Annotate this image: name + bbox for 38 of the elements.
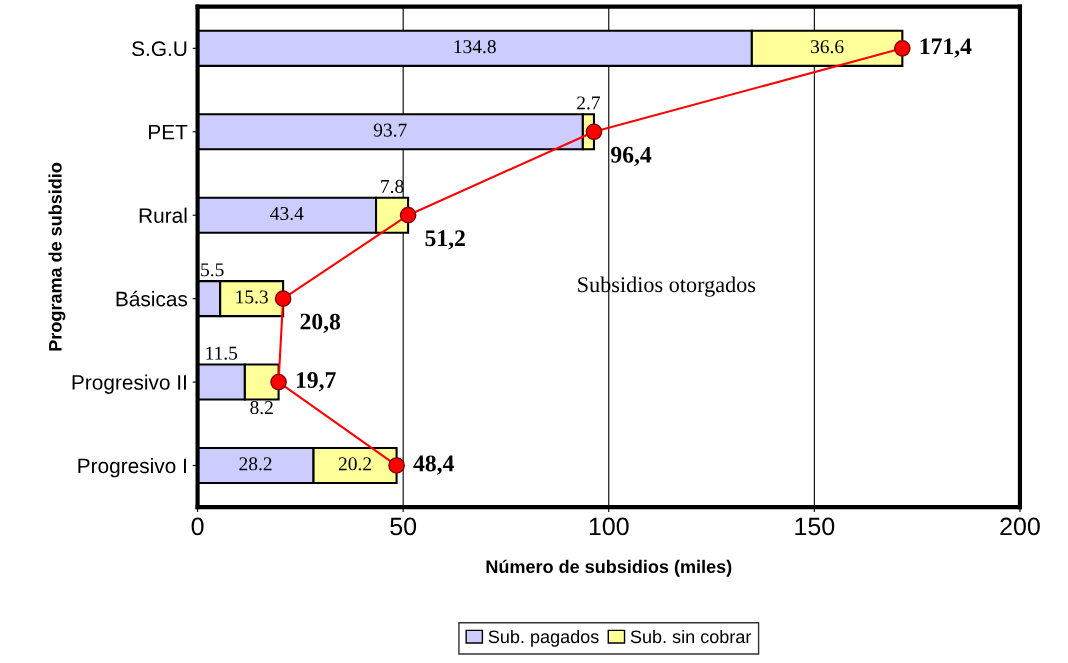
x-tick-label: 100 xyxy=(589,517,629,536)
data-label: 20,8 xyxy=(300,313,341,333)
point xyxy=(894,40,911,57)
data-label: 28.2 xyxy=(239,457,272,471)
y-tick-label: PET xyxy=(149,124,188,140)
point xyxy=(274,290,292,307)
point xyxy=(585,123,603,141)
legend-label: Sub. pagados xyxy=(488,629,599,647)
y-tick-label: Rural xyxy=(139,207,187,223)
data-label: 20.2 xyxy=(338,457,371,471)
y-tick-label: Progresivo I xyxy=(78,457,186,478)
data-label: 51,2 xyxy=(425,230,465,250)
x-tick-label: 150 xyxy=(795,517,835,536)
y-tick-label: S.G.U xyxy=(132,41,187,57)
data-label: 36.6 xyxy=(811,40,844,54)
data-label: 19,7 xyxy=(296,372,336,392)
point xyxy=(388,457,405,474)
data-label: 93.7 xyxy=(373,123,407,137)
data-label: 11.5 xyxy=(206,346,238,360)
data-label: 2.7 xyxy=(577,96,600,110)
data-label: 8.2 xyxy=(250,400,273,415)
data-label: 171,4 xyxy=(920,38,972,58)
x-axis-title: Número de subsidios (miles) xyxy=(486,559,732,577)
point xyxy=(399,206,417,224)
data-label: 96,4 xyxy=(611,146,652,167)
data-label: 48,4 xyxy=(413,455,454,475)
y-tick-label: Básicas xyxy=(116,290,188,307)
x-tick-label: 200 xyxy=(1000,517,1040,536)
data-label: 43.4 xyxy=(270,207,304,221)
x-tick-label: 0 xyxy=(191,517,204,536)
data-label: 134.8 xyxy=(454,40,496,54)
point xyxy=(270,373,287,391)
y-tick-label: Progresivo II xyxy=(72,374,186,394)
legend-label: Sub. sin cobrar xyxy=(630,629,752,644)
x-tick-label: 50 xyxy=(390,517,417,536)
y-axis-title: Programa de subsidio xyxy=(48,162,66,351)
data-label: 5.5 xyxy=(201,263,224,277)
data-label: 15.3 xyxy=(236,290,268,304)
